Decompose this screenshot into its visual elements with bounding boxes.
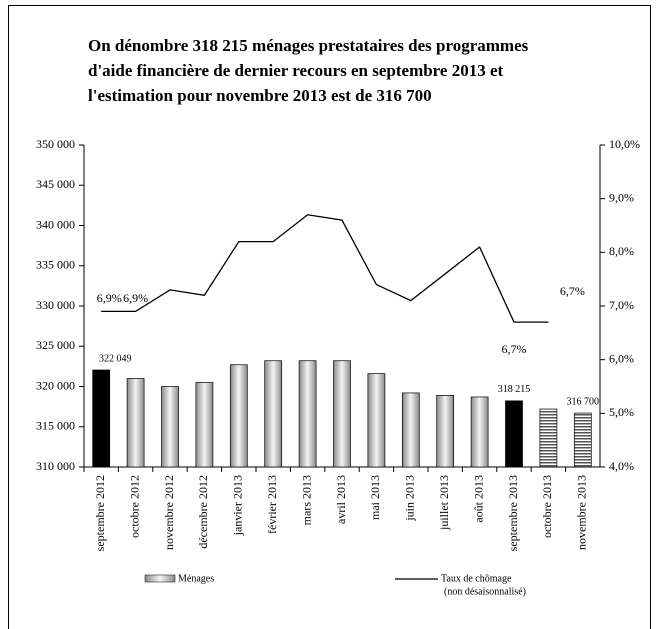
x-tick-label: mars 2013 <box>299 475 313 525</box>
bar-value-label: 316 700 <box>567 396 600 407</box>
x-tick-label: décembre 2012 <box>196 475 210 549</box>
chart-title: d'aide financière de dernier recours en … <box>88 61 504 80</box>
x-tick-label: mai 2013 <box>368 475 382 520</box>
bar <box>229 364 248 468</box>
x-tick-label: janvier 2013 <box>231 475 245 536</box>
y-tick-label: 330 000 <box>36 298 75 312</box>
bar <box>573 412 592 468</box>
y-tick-label: 325 000 <box>36 338 75 352</box>
bar-value-label: 322 049 <box>99 353 132 364</box>
x-tick-label: octobre 2012 <box>127 475 141 538</box>
bar <box>333 360 351 468</box>
chart-title: l'estimation pour novembre 2013 est de 3… <box>88 86 432 105</box>
bar <box>470 396 489 468</box>
frame <box>8 5 651 629</box>
y-tick-label: 345 000 <box>36 177 75 191</box>
bar <box>298 360 317 468</box>
y-tick-label: 340 000 <box>36 217 75 231</box>
x-tick-label: février 2013 <box>265 475 279 534</box>
x-tick-label: novembre 2012 <box>162 475 176 550</box>
bar <box>161 386 179 468</box>
bar <box>539 408 558 468</box>
y2-tick-label: 9,0% <box>609 190 634 204</box>
legend-swatch <box>144 574 176 583</box>
line-value-label: 6,9% <box>97 291 122 305</box>
x-tick-label: avril 2013 <box>334 475 348 524</box>
y2-tick-label: 10,0% <box>609 137 640 151</box>
y2-tick-label: 6,0% <box>609 351 634 365</box>
bar-value-label: 318 215 <box>498 384 531 395</box>
legend-label: Taux de chômage <box>441 573 512 584</box>
y2-tick-label: 7,0% <box>609 298 634 312</box>
y2-tick-label: 5,0% <box>609 405 634 419</box>
y-tick-label: 315 000 <box>36 419 75 433</box>
bar <box>436 395 455 468</box>
x-tick-label: juin 2013 <box>403 475 417 522</box>
line-value-label: 6,7% <box>502 342 527 356</box>
bar <box>505 400 523 468</box>
bar <box>195 382 214 468</box>
chart-title: On dénombre 318 215 ménages prestataires… <box>88 36 529 55</box>
bar <box>401 392 420 468</box>
x-tick-label: juillet 2013 <box>437 475 451 531</box>
y-tick-label: 350 000 <box>36 137 75 151</box>
bar <box>92 369 111 468</box>
x-tick-label: octobre 2013 <box>540 475 554 538</box>
line <box>101 214 549 323</box>
line-value-label: 6,7% <box>560 284 585 298</box>
bar <box>367 373 386 468</box>
x-tick-label: août 2013 <box>471 475 485 523</box>
y-tick-label: 310 000 <box>36 459 75 473</box>
y-tick-label: 320 000 <box>36 378 75 392</box>
legend-note: (non désaisonnalisé) <box>444 586 526 597</box>
x-tick-label: septembre 2012 <box>93 475 107 551</box>
line-value-label: 6,9% <box>123 291 148 305</box>
legend-label: Ménages <box>178 573 214 584</box>
bar <box>264 360 283 468</box>
y-tick-label: 335 000 <box>36 258 75 272</box>
y2-tick-label: 4,0% <box>609 459 634 473</box>
y2-tick-label: 8,0% <box>609 244 634 258</box>
x-tick-label: septembre 2013 <box>506 475 520 551</box>
bar <box>126 378 145 468</box>
x-tick-label: novembre 2013 <box>575 475 589 550</box>
